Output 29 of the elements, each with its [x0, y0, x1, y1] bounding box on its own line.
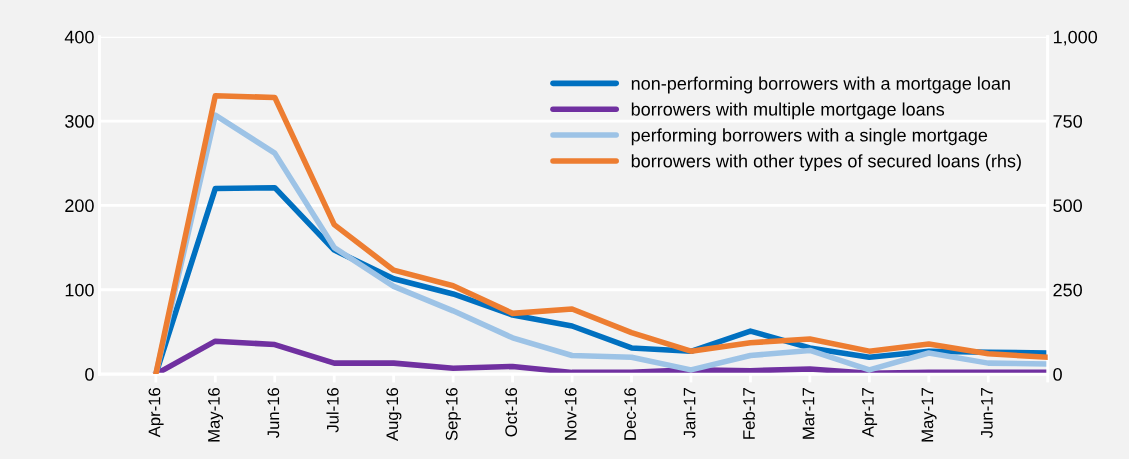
y2-tick-label: 0 — [1053, 368, 1062, 381]
x-tick-label: Jun-16 — [267, 388, 280, 438]
legend-label: performing borrowers with a single mortgage — [631, 128, 988, 146]
x-tick-label: Jul-16 — [326, 388, 339, 433]
x-tick-label: Sep-16 — [445, 388, 461, 441]
x-tick-label: Feb-17 — [742, 388, 755, 439]
legend-label: borrowers with other types of secured loans (rhs) — [631, 154, 1021, 171]
x-tick-label: Jun-17 — [981, 388, 993, 438]
x-tick-label: Nov-16 — [564, 388, 577, 440]
x-tick-label: May-17 — [921, 388, 937, 442]
x-tick-label: Jan-17 — [683, 388, 696, 438]
legend-label: non-performing borrowers with a mortgage loan — [631, 76, 1010, 94]
x-tick-label: Aug-16 — [386, 388, 402, 441]
y-tick-label: 100 — [65, 283, 94, 297]
y2-tick-label: 250 — [1053, 283, 1082, 297]
x-tick-label: Dec-16 — [624, 388, 636, 440]
y-tick-label: 400 — [64, 30, 94, 44]
y2-tick-label: 500 — [1053, 199, 1082, 213]
x-tick-label: Oct-16 — [505, 388, 518, 437]
x-tick-label: Mar-17 — [802, 388, 815, 439]
y-tick-label: 200 — [65, 199, 94, 213]
y2-tick-label: 1,000 — [1053, 30, 1098, 46]
y-tick-label: 300 — [65, 115, 94, 128]
y2-tick-label: 750 — [1053, 115, 1082, 128]
y-tick-label: 0 — [85, 368, 94, 381]
legend-label: borrowers with multiple mortgage loans — [631, 102, 945, 120]
x-tick-label: Apr-17 — [862, 388, 878, 438]
x-tick-label: Apr-16 — [148, 388, 164, 438]
x-tick-label: May-16 — [207, 388, 224, 442]
